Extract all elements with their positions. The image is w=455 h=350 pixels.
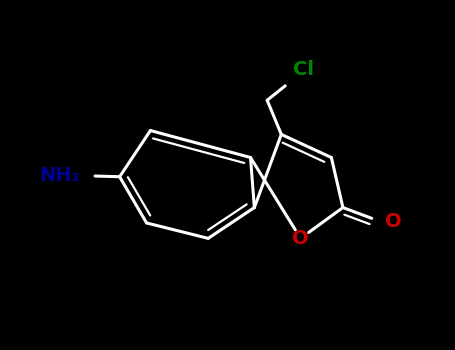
Text: NH₂: NH₂ [40,166,81,185]
Text: Cl: Cl [293,60,314,79]
Text: O: O [292,229,309,248]
Text: O: O [385,211,402,231]
